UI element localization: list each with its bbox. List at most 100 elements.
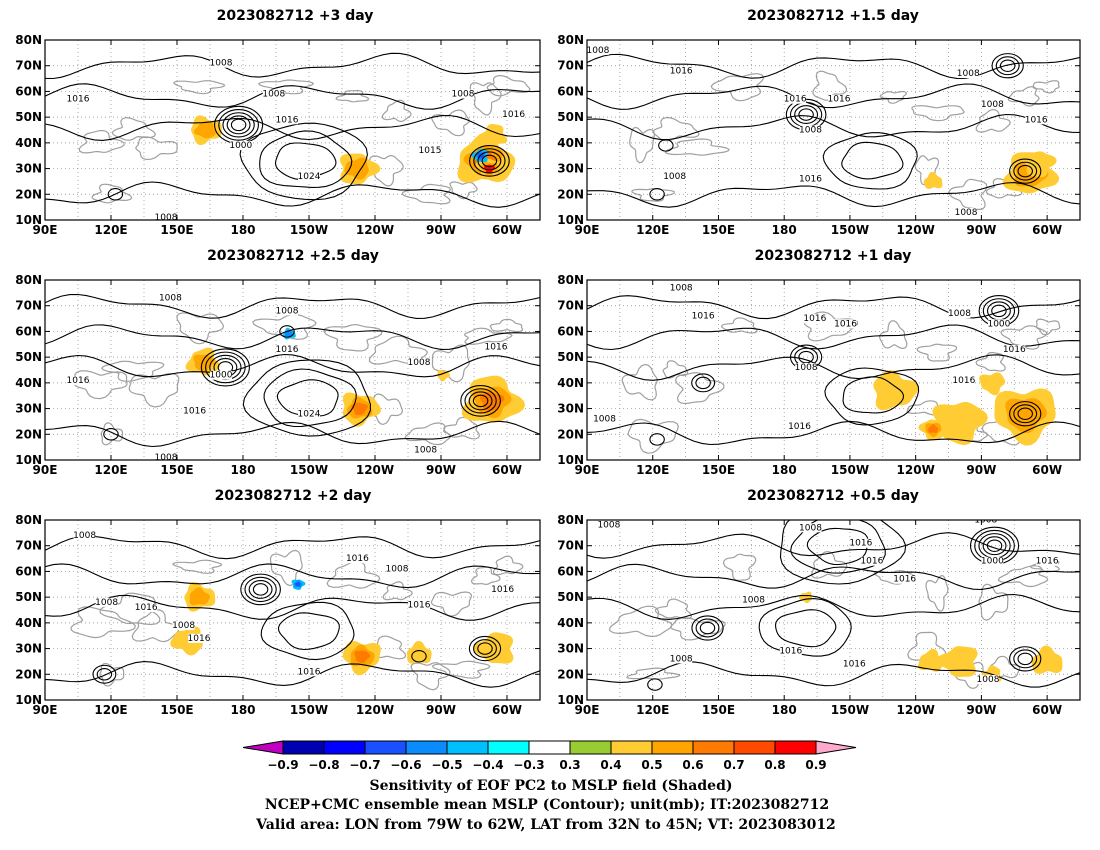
isobar (45, 83, 540, 110)
y-tick-label: 80N (15, 273, 42, 287)
x-tick-label: 60W (492, 703, 522, 717)
y-tick-label: 10N (15, 453, 42, 467)
colorbar-swatch (692, 740, 735, 755)
low-pressure-ring (244, 576, 277, 603)
contour-label-bg (67, 94, 89, 104)
contour-label-bg (670, 283, 693, 293)
x-tick-label: 120W (897, 223, 935, 237)
shading-blob (928, 424, 939, 433)
x-tick-label: 90W (966, 463, 996, 477)
map-content: 1008 1016 1008 1016 1016 1008 1016 1008 1016 1016 (45, 520, 540, 700)
contour-label-bg (155, 213, 177, 220)
low-pressure-ring (1017, 164, 1033, 178)
panel-frame (586, 519, 1081, 701)
y-tick-label: 70N (557, 299, 584, 313)
high-pressure-ring (841, 141, 904, 180)
high-pressure-ring (242, 359, 371, 437)
y-tick-label: 40N (557, 136, 584, 150)
shading-blob (170, 626, 203, 656)
x-tick-label: 90E (33, 463, 58, 477)
contour-label-bg (663, 171, 686, 181)
low-pressure-ring (468, 635, 502, 662)
y-tick-label: 60N (557, 564, 584, 578)
contour-label-bg (262, 89, 285, 99)
contour-label: 1000 (987, 319, 1010, 329)
y-tick-label: 80N (15, 513, 42, 527)
high-pressure-ring (822, 132, 918, 190)
shading-blob (918, 648, 944, 672)
mslp-contours (45, 52, 540, 208)
y-tick-label: 50N (557, 590, 584, 604)
x-tick-label: 150E (160, 223, 193, 237)
contour-label: 1008 (159, 294, 182, 304)
y-tick-label: 60N (15, 564, 42, 578)
low-pressure-ring (214, 105, 264, 144)
contour-label-bg (834, 319, 857, 329)
low-pressure-ring (658, 139, 674, 152)
contour-label-bg (95, 597, 118, 607)
contour-label: 1024 (298, 409, 321, 419)
x-tick-label: 60W (1032, 463, 1062, 477)
low-pressure-ring (649, 433, 665, 446)
x-tick-label: 120E (636, 223, 669, 237)
contour-label: 1008 (670, 283, 693, 293)
map-content: 1008 1008 1008 1016 1016 1016 1000 1016 1008 1016… (587, 516, 1080, 700)
y-tick-label: 20N (557, 187, 584, 201)
contour-label-bg (799, 523, 822, 533)
contour-label: 1008 (597, 521, 620, 531)
map-content: 1008 1008 1016 1008 1024 1016 1016 1016 1000 1008… (45, 280, 540, 460)
colorbar-tick-label: 0.6 (682, 758, 703, 772)
sensitivity-shading (923, 151, 1060, 194)
contour-label: 1008 (276, 306, 299, 316)
colorbar-swatch (405, 740, 448, 755)
map-panel-3: 2023082712 +2.5 day100810081016100810241… (15, 248, 541, 477)
y-tick-label: 70N (557, 59, 584, 73)
colorbar-swatch (774, 740, 817, 755)
contour-label: 1016 (1025, 115, 1048, 125)
colorbar-swatch (323, 740, 366, 755)
panel-frame (44, 39, 541, 221)
isobar (587, 53, 1080, 79)
x-tick-label: 60W (492, 463, 522, 477)
y-tick-label: 80N (557, 273, 584, 287)
high-pressure-ring (276, 379, 339, 417)
y-tick-label: 50N (15, 350, 42, 364)
y-tick-label: 20N (15, 667, 42, 681)
y-tick-label: 30N (557, 162, 584, 176)
colorbar-tick-label: −0.6 (390, 758, 421, 772)
caption-line-3: Valid area: LON from 79W to 62W, LAT fro… (255, 817, 836, 833)
x-tick-label: 180 (230, 703, 255, 717)
shading-blob (979, 372, 1006, 396)
x-tick-label: 150E (702, 463, 735, 477)
mslp-contours (587, 53, 1080, 208)
low-pressure-ring (695, 618, 720, 638)
isobar (45, 563, 540, 589)
contour-label-bg (803, 314, 826, 324)
contour-label: 1016 (834, 319, 857, 329)
coastlines (73, 312, 524, 446)
shading-blob (344, 157, 369, 180)
isobar (45, 535, 540, 560)
isobar (587, 532, 1080, 559)
contour-label: 1008 (974, 516, 997, 526)
contour-label-bg (276, 345, 298, 354)
contour-label: 1008 (593, 414, 616, 424)
contour-label-bg (981, 556, 1004, 566)
contour-label: 1008 (172, 621, 195, 631)
contour-label-bg (827, 94, 850, 104)
colorbar-tick-label: 0.4 (600, 758, 621, 772)
x-tick-label: 90E (575, 223, 600, 237)
high-pressure-ring (779, 520, 907, 585)
y-tick-label: 80N (557, 33, 584, 47)
contour-label-bg (597, 520, 620, 530)
low-pressure-ring (798, 350, 814, 364)
contour-label-bg (172, 621, 195, 630)
contour-label-bg (670, 654, 693, 664)
isobar (587, 182, 1080, 208)
contour-label: 1016 (779, 647, 802, 657)
contour-label-bg (210, 58, 232, 68)
sensitivity-shading (799, 591, 1063, 682)
low-pressure-ring (991, 304, 1007, 318)
y-tick-label: 30N (15, 162, 42, 176)
panel-title: 2023082712 +2 day (215, 488, 372, 504)
